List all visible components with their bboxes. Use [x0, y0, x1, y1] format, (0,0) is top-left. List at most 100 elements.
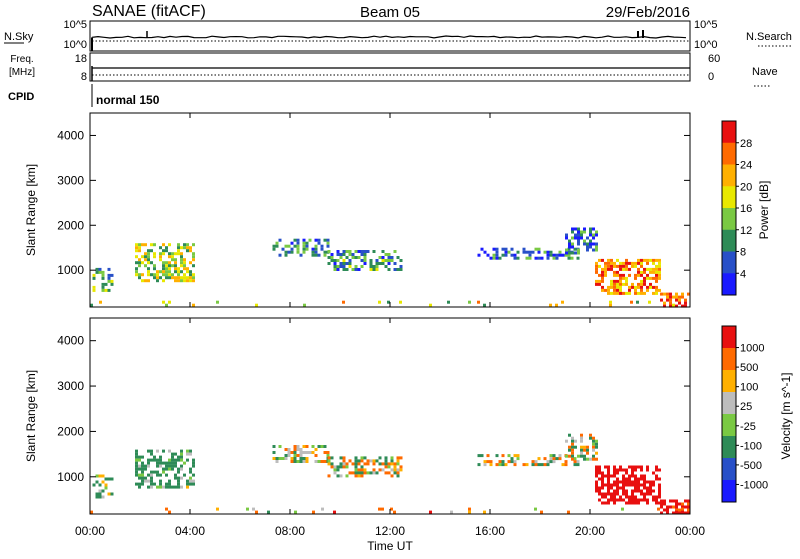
data-cell: [296, 454, 300, 457]
data-cell: [675, 502, 678, 506]
data-cell: [604, 483, 607, 487]
data-cell: [634, 291, 637, 295]
data-cell: [171, 258, 174, 262]
data-cell: [522, 250, 526, 254]
data-cell: [604, 264, 607, 268]
data-cell: [171, 264, 174, 268]
data-cell: [162, 243, 165, 247]
data-cell: [384, 265, 388, 268]
data-cell: [634, 288, 637, 292]
data-cell: [655, 465, 658, 469]
data-cell: [613, 468, 616, 472]
data-cell: [613, 495, 616, 499]
data-cell: [619, 495, 622, 499]
data-cell: [669, 304, 672, 308]
data-cell: [643, 486, 646, 490]
data-cell: [655, 270, 658, 274]
data-cell: [540, 256, 544, 260]
data-cell: [336, 250, 340, 253]
data-cell: [619, 285, 622, 289]
data-cell: [296, 448, 300, 451]
data-cell: [489, 463, 493, 467]
data-cell: [345, 465, 349, 469]
data-cell: [159, 485, 162, 489]
data-cell: [576, 460, 580, 464]
data-cell: [101, 495, 105, 499]
data-cell: [580, 236, 583, 240]
data-cell: [360, 465, 364, 469]
data-cell: [616, 492, 619, 496]
data-cell: [646, 276, 649, 280]
data-cell: [631, 261, 634, 265]
data-cell: [577, 239, 580, 243]
data-cell: [568, 242, 571, 246]
data-cell: [186, 276, 189, 280]
colorbar-swatch: [722, 121, 736, 144]
data-cell: [669, 298, 672, 302]
data-cell: [156, 470, 159, 474]
data-cell: [345, 474, 349, 478]
data-cell: [625, 261, 628, 265]
data-cell: [177, 270, 180, 274]
data-cell: [583, 239, 586, 243]
data-cell: [598, 468, 601, 472]
data-cell: [513, 253, 517, 257]
data-cell: [272, 445, 276, 448]
data-cell: [141, 243, 144, 247]
data-cell: [552, 256, 556, 260]
data-cell: [640, 279, 643, 283]
data-cell: [646, 489, 649, 493]
data-cell: [655, 267, 658, 271]
data-cell: [363, 471, 367, 475]
data-cell: [447, 300, 450, 304]
data-cell: [144, 258, 147, 262]
y-tick-label: 3000: [57, 379, 84, 393]
data-cell: [622, 489, 625, 493]
data-cell: [104, 483, 108, 487]
data-cell: [565, 439, 568, 443]
data-cell: [159, 276, 162, 280]
data-cell: [537, 463, 541, 467]
data-cell: [681, 505, 684, 509]
data-cell: [326, 244, 330, 248]
data-cell: [687, 502, 690, 506]
data-cell: [568, 433, 571, 437]
data-cell: [150, 458, 153, 462]
data-cell: [141, 455, 144, 459]
data-cell: [168, 300, 171, 304]
data-cell: [616, 279, 619, 283]
data-cell: [498, 460, 502, 464]
data-cell: [357, 471, 361, 475]
data-cell: [360, 474, 364, 478]
data-cell: [646, 285, 649, 289]
data-cell: [658, 267, 661, 271]
x-tick-label: 00:00: [75, 524, 105, 538]
data-cell: [336, 465, 340, 469]
data-cell: [399, 456, 403, 460]
data-cell: [637, 498, 640, 502]
data-cell: [631, 501, 634, 505]
data-cell: [658, 468, 661, 472]
data-cell: [604, 261, 607, 265]
data-cell: [643, 267, 646, 271]
data-cell: [171, 458, 174, 462]
data-cell: [107, 492, 111, 496]
data-cell: [162, 264, 165, 268]
x-tick-label: 00:00: [675, 524, 705, 538]
data-cell: [516, 256, 520, 260]
data-cell: [290, 460, 294, 463]
noise-right-tick-bottom: 10^0: [694, 39, 718, 51]
data-cell: [643, 474, 646, 478]
data-cell: [577, 454, 580, 458]
data-cell: [528, 253, 532, 257]
data-cell: [652, 261, 655, 265]
data-cell: [104, 282, 108, 286]
y-tick-label: 2000: [57, 424, 84, 438]
data-cell: [601, 477, 604, 481]
data-cell: [429, 303, 432, 307]
data-cell: [534, 463, 538, 467]
colorbar-swatch: [722, 251, 736, 274]
data-cell: [186, 279, 189, 283]
data-cell: [583, 457, 586, 461]
data-cell: [168, 261, 171, 265]
